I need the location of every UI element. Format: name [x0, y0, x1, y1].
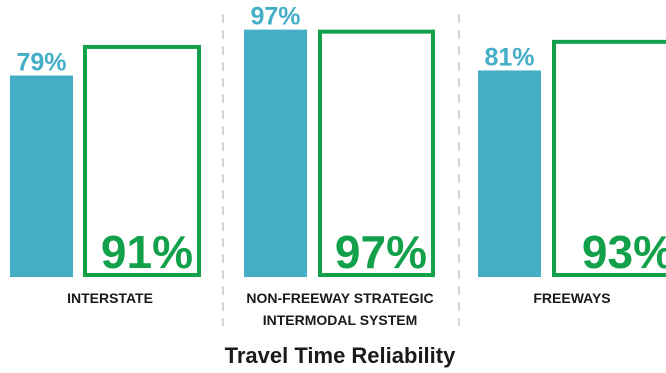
- bar-target-label-2: 97%: [335, 226, 427, 278]
- bars-layer: [10, 29, 666, 278]
- labels-layer: 79% 91% INTERSTATE 97% 97% NON-FREEWAY STRATE…: [16, 3, 666, 328]
- bar-actual-label-2: 97%: [250, 3, 300, 31]
- category-label-2-line-2: INTERMODAL SYSTEM: [263, 312, 418, 328]
- bar-target-label-1: 91%: [101, 226, 193, 278]
- bar-target-3: [552, 39, 666, 277]
- bar-actual-3: [478, 70, 541, 277]
- bar-actual-2: [244, 29, 307, 278]
- bar-target-2: [318, 29, 435, 278]
- bar-target-label-3: 93%: [582, 226, 666, 278]
- bar-actual-1: [10, 75, 73, 277]
- bar-actual-label-3: 81%: [484, 43, 534, 71]
- category-label-1: INTERSTATE: [67, 290, 153, 306]
- group-dividers: [222, 14, 460, 326]
- category-label-3: FREEWAYS: [533, 290, 610, 306]
- bar-target-1: [83, 44, 201, 278]
- category-label-2-line-1: NON-FREEWAY STRATEGIC: [246, 290, 433, 306]
- chart-title: Travel Time Reliability: [225, 343, 456, 368]
- bar-actual-label-1: 79%: [16, 49, 66, 77]
